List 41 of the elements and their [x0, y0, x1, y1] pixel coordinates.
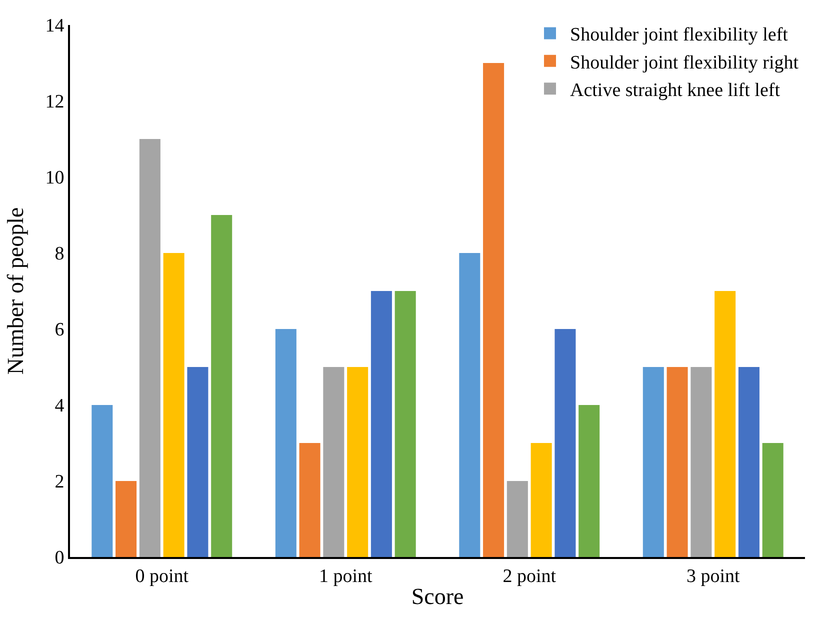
y-tick-label: 6 [54, 320, 64, 341]
bar [275, 329, 296, 557]
legend-label: Shoulder joint flexibility right [570, 52, 800, 74]
bar [347, 367, 368, 557]
bar [690, 367, 712, 557]
bar [578, 405, 600, 557]
bar [370, 291, 392, 557]
bar [554, 329, 576, 557]
bar [530, 443, 552, 557]
bar [459, 253, 480, 557]
y-tick-label: 8 [54, 244, 64, 265]
x-tick-label: 1 point [318, 566, 374, 587]
bar [299, 443, 320, 557]
bar [139, 139, 160, 557]
x-tick-label: 2 point [502, 566, 557, 587]
x-axis-title: Score [411, 584, 464, 609]
bar [762, 443, 784, 557]
bar [323, 367, 344, 557]
y-tick-label: 4 [54, 396, 65, 417]
y-tick-label: 14 [45, 16, 65, 37]
x-tick-label: 0 point [135, 566, 190, 587]
bar [211, 215, 232, 557]
y-tick-label: 10 [45, 168, 64, 189]
y-tick-label: 12 [45, 92, 64, 113]
bar [642, 367, 664, 557]
bar [187, 367, 208, 557]
bar [738, 367, 760, 557]
x-tick-label: 3 point [686, 566, 741, 587]
bar [483, 63, 504, 557]
bar [666, 367, 688, 557]
bar [394, 291, 416, 557]
legend-label: Shoulder joint flexibility left [570, 24, 789, 46]
bar [714, 291, 736, 557]
legend-label: Active straight knee lift left [570, 80, 781, 102]
bar [116, 481, 137, 557]
y-axis-title: Number of people [3, 207, 28, 375]
y-tick-label: 2 [54, 472, 64, 493]
y-tick-label: 0 [54, 548, 64, 569]
bar [163, 253, 184, 557]
bar [92, 405, 113, 557]
bar [506, 481, 528, 557]
